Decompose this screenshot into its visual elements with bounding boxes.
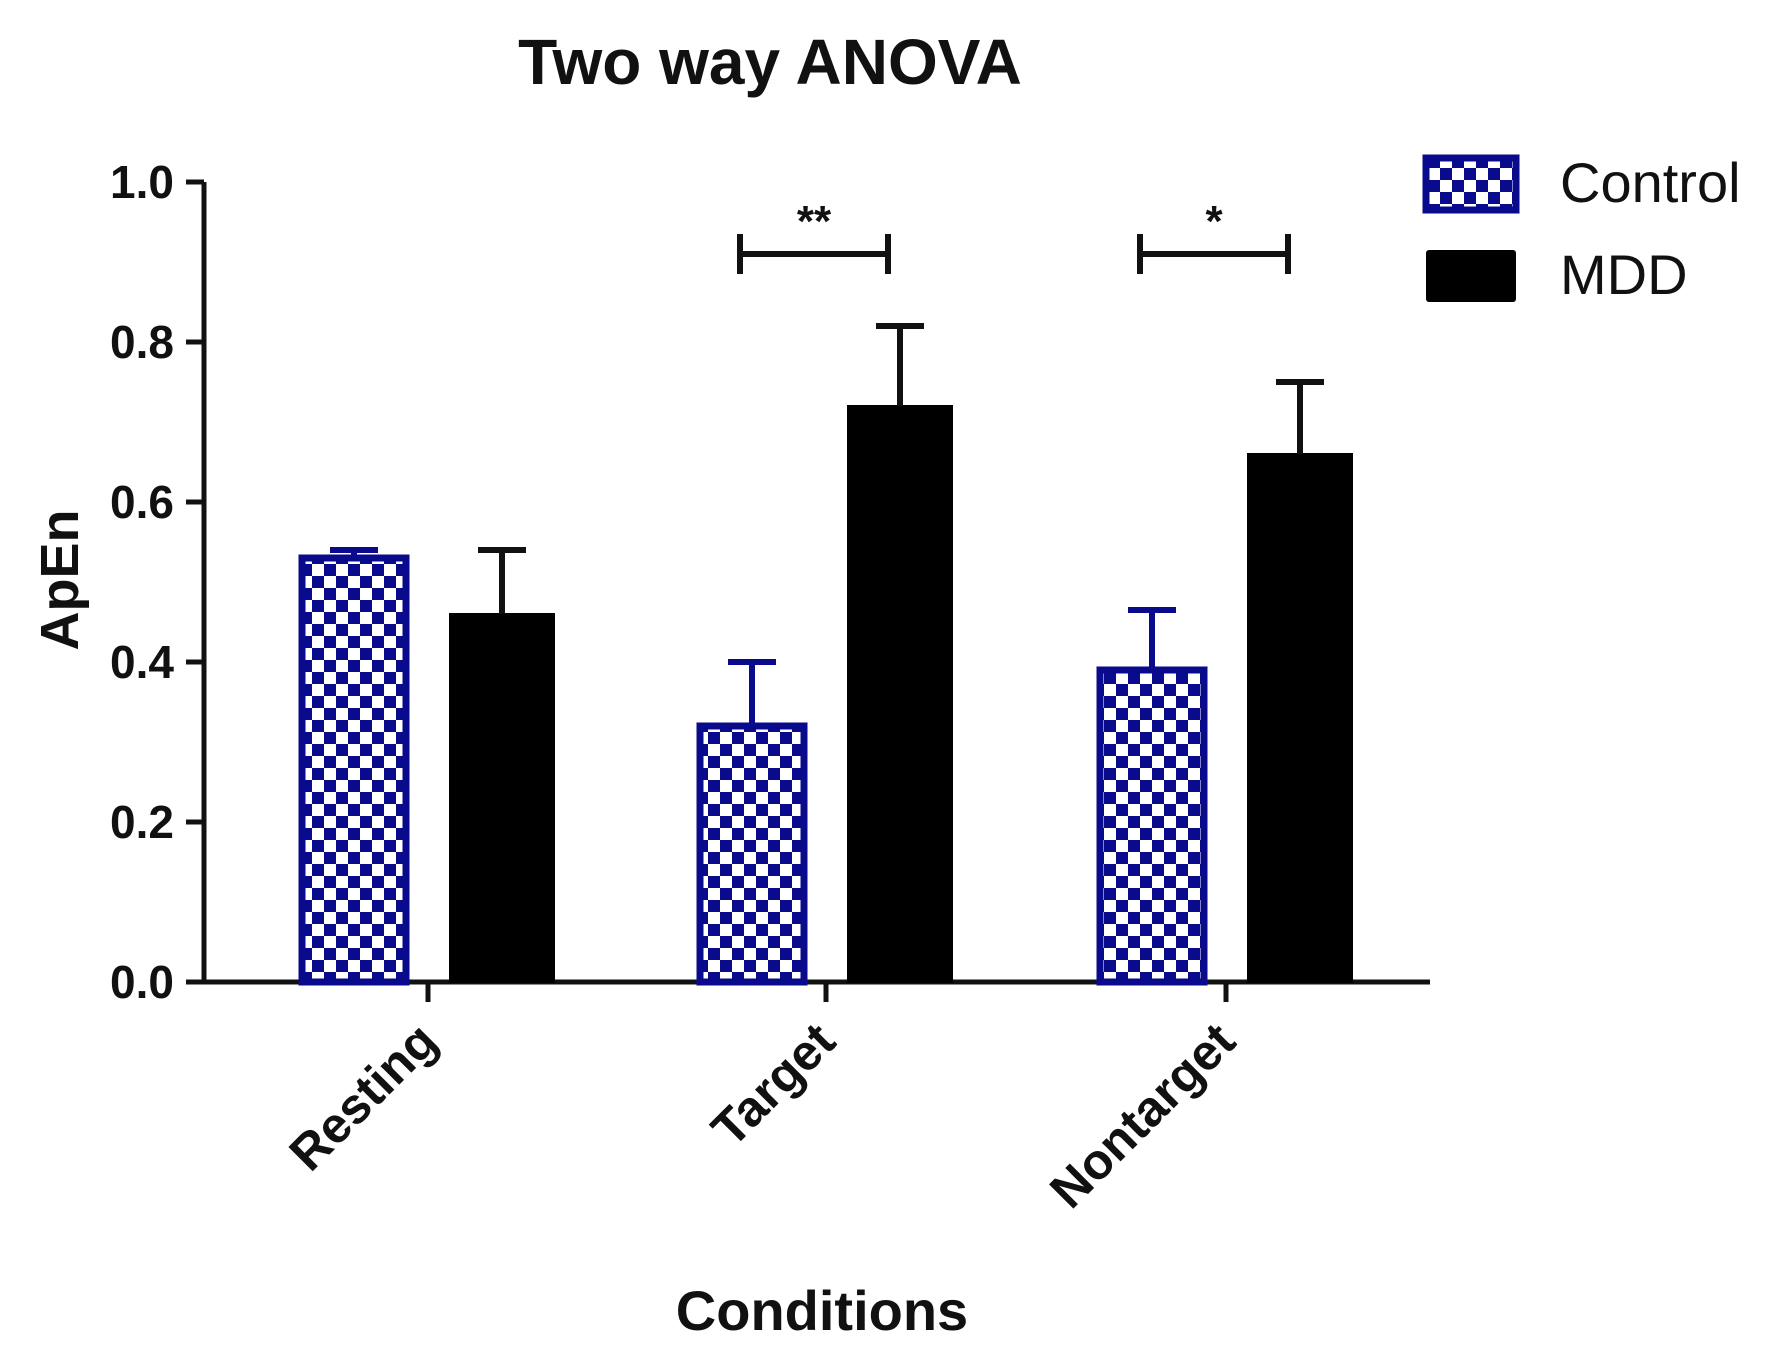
y-tick-label: 0.0 <box>110 956 174 1008</box>
legend-swatch-mdd <box>1426 250 1516 302</box>
bar-resting-control <box>298 554 410 986</box>
x-axis-label: Conditions <box>676 1279 968 1342</box>
y-tick-label: 0.2 <box>110 796 174 848</box>
significance-label-target: ** <box>797 197 832 246</box>
y-tick-label: 0.8 <box>110 316 174 368</box>
error-bars <box>330 323 1324 726</box>
y-tick-label: 1.0 <box>110 156 174 208</box>
legend-swatch-control <box>1422 154 1520 214</box>
y-tick-label: 0.6 <box>110 476 174 528</box>
bar-target-mdd <box>847 405 953 983</box>
x-tick-label-target: Target <box>701 1012 846 1157</box>
bar-resting-mdd <box>449 613 555 983</box>
significance-markers: ** * <box>737 197 1291 274</box>
legend-label-control: Control <box>1560 151 1741 214</box>
significance-label-nontarget: * <box>1205 197 1223 246</box>
chart-title: Two way ANOVA <box>518 26 1022 98</box>
bar-nontarget-mdd <box>1247 453 1353 983</box>
x-tick-label-resting: Resting <box>279 1012 448 1181</box>
legend-label-mdd: MDD <box>1560 243 1688 306</box>
bar-nontarget-control <box>1096 666 1208 986</box>
bars <box>298 405 1353 986</box>
y-axis-label: ApEn <box>30 510 90 651</box>
x-tick-label-nontarget: Nontarget <box>1039 1012 1246 1219</box>
y-tick-label: 0.4 <box>110 636 174 688</box>
bar-target-control <box>696 722 808 986</box>
legend: Control MDD <box>1422 151 1741 306</box>
